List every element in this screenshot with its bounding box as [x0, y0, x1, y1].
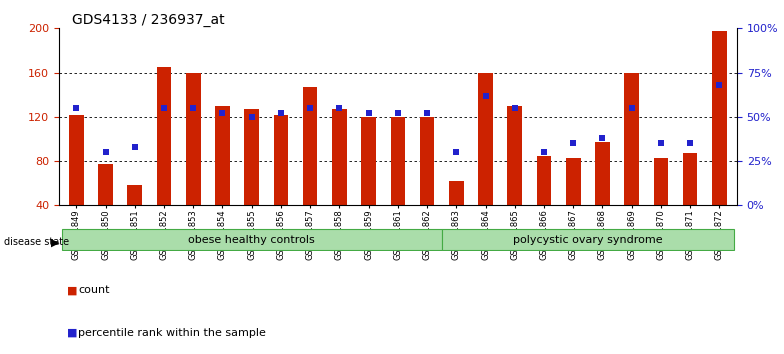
Bar [507, 106, 522, 205]
Bar [390, 117, 405, 205]
Bar [478, 73, 493, 205]
Bar [566, 158, 581, 205]
Bar [361, 117, 376, 205]
Bar [624, 73, 639, 205]
Bar [449, 181, 463, 205]
Bar [419, 117, 434, 205]
Bar [654, 158, 668, 205]
Bar [303, 87, 318, 205]
Bar [245, 109, 259, 205]
Bar [712, 30, 727, 205]
Bar [69, 115, 84, 205]
Bar [215, 106, 230, 205]
Text: disease state: disease state [4, 238, 69, 247]
Bar [98, 164, 113, 205]
Text: obese healthy controls: obese healthy controls [188, 235, 315, 245]
Text: polycystic ovary syndrome: polycystic ovary syndrome [513, 235, 662, 245]
Bar [62, 229, 441, 250]
Text: ■: ■ [67, 328, 77, 338]
Bar [683, 153, 698, 205]
Text: ■: ■ [67, 285, 77, 295]
Text: GDS4133 / 236937_at: GDS4133 / 236937_at [72, 13, 225, 27]
Text: ▶: ▶ [51, 238, 60, 247]
Bar [441, 229, 734, 250]
Bar [157, 67, 172, 205]
Bar [537, 155, 551, 205]
Text: count: count [78, 285, 110, 295]
Bar [274, 115, 289, 205]
Bar [128, 185, 142, 205]
Bar [332, 109, 347, 205]
Bar [595, 142, 610, 205]
Text: percentile rank within the sample: percentile rank within the sample [78, 328, 267, 338]
Bar [186, 73, 201, 205]
